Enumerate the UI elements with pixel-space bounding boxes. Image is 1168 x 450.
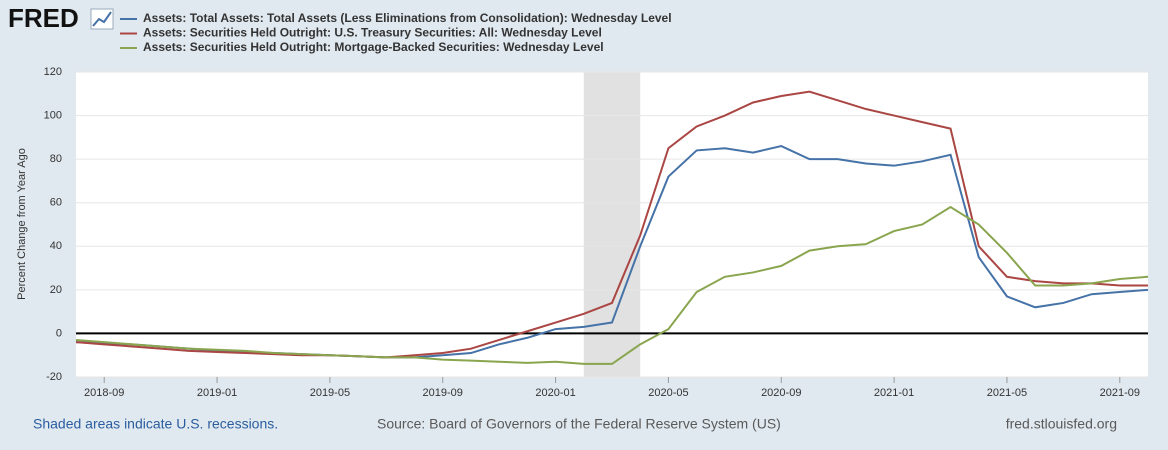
x-tick-label: 2020-01 [535, 387, 575, 399]
x-tick-label: 2021-01 [874, 387, 914, 399]
source: Source: Board of Governors of the Federa… [377, 416, 781, 432]
x-tick-label: 2021-05 [987, 387, 1027, 399]
x-tick-label: 2019-09 [423, 387, 463, 399]
y-axis-label: Percent Change from Year Ago [16, 148, 28, 300]
y-tick-label: 20 [50, 284, 62, 296]
series-line [75, 90, 1148, 359]
x-tick-label: 2021-09 [1100, 387, 1140, 399]
legend-label: Assets: Securities Held Outright: Mortga… [143, 40, 604, 54]
legend-label: Assets: Securities Held Outright: U.S. T… [143, 26, 602, 40]
x-tick-label: 2020-05 [648, 387, 688, 399]
series-line [75, 205, 1149, 365]
x-tick-label: 2019-01 [197, 387, 237, 399]
y-tick-label: -20 [46, 371, 62, 383]
x-tick-label: 2018-09 [84, 387, 124, 399]
recession-shade [583, 72, 641, 377]
legend-label: Assets: Total Assets: Total Assets (Less… [143, 11, 672, 25]
y-tick-label: 40 [50, 240, 62, 252]
y-tick-label: 80 [50, 153, 62, 165]
logo-icon [90, 8, 114, 30]
y-tick-label: 100 [44, 109, 62, 121]
y-tick-label: 120 [44, 66, 62, 78]
logo: FRED [8, 3, 79, 33]
y-tick-label: 60 [50, 197, 62, 209]
site: fred.stlouisfed.org [1006, 416, 1117, 432]
recession-note: Shaded areas indicate U.S. recessions. [33, 416, 278, 432]
x-tick-label: 2019-05 [310, 387, 350, 399]
x-tick-label: 2020-09 [761, 387, 801, 399]
y-tick-label: 0 [56, 327, 62, 339]
